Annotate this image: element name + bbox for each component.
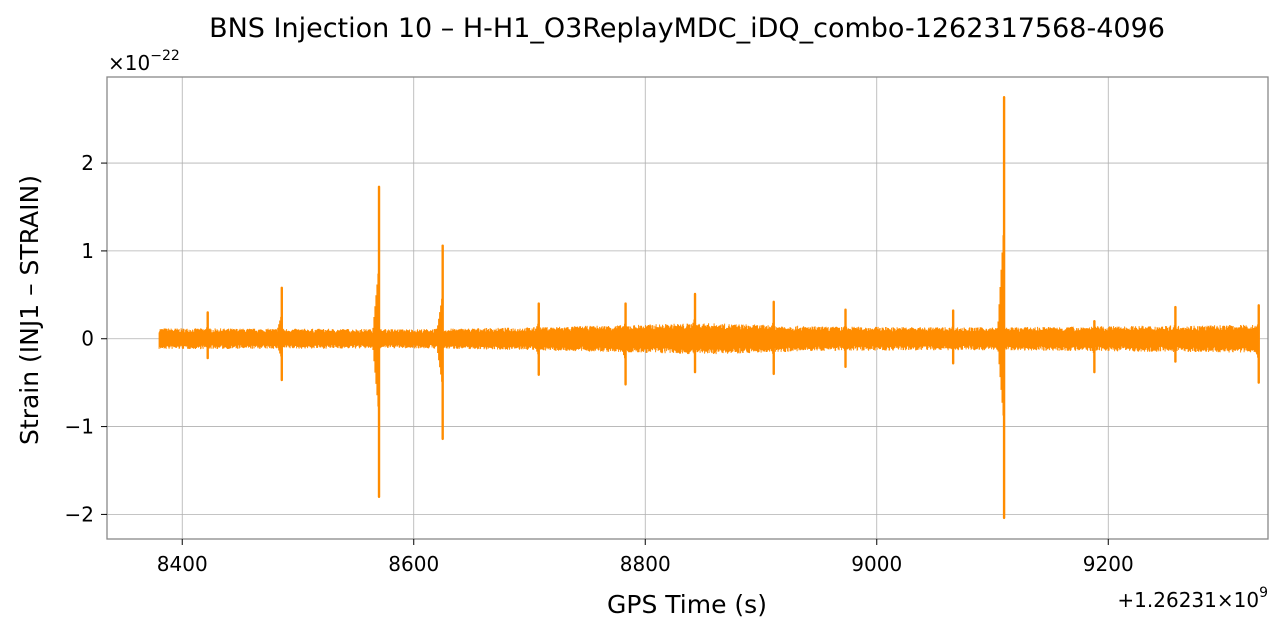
strain-spike-ringdown bbox=[201, 327, 208, 347]
grid bbox=[107, 77, 1268, 539]
strain-spike-ringdown bbox=[688, 319, 695, 353]
strain-spike-ringdown bbox=[275, 316, 282, 357]
y-tick-label: −2 bbox=[65, 502, 94, 526]
strain-spike-ringdown bbox=[946, 326, 953, 350]
y-tick-label: 2 bbox=[81, 151, 94, 175]
y-scale-base: ×10 bbox=[108, 51, 150, 75]
strain-spike-ringdown bbox=[767, 322, 774, 354]
y-scale-label: ×10−22 bbox=[108, 48, 180, 75]
x-tick-label: 8600 bbox=[388, 552, 439, 576]
y-tick-label: −1 bbox=[65, 415, 94, 439]
x-offset-exponent: 9 bbox=[1259, 585, 1268, 601]
axes-frame bbox=[106, 76, 1269, 540]
x-offset-label: +1.26231×109 bbox=[1117, 585, 1268, 612]
x-tick-label: 8800 bbox=[620, 552, 671, 576]
y-scale-exponent: −22 bbox=[150, 48, 180, 64]
x-tick-label: 9000 bbox=[851, 552, 902, 576]
plot-area bbox=[158, 96, 1260, 520]
x-axis-label: GPS Time (s) bbox=[607, 590, 767, 619]
ticks: 8400 8600 8800 9000 9200 −2 −1 0 1 2 bbox=[65, 151, 1134, 576]
chart-title: BNS Injection 10 – H-H1_O3ReplayMDC_iDQ_… bbox=[209, 13, 1165, 44]
y-tick-label: 0 bbox=[81, 327, 94, 351]
strain-spike-ringdown bbox=[1087, 331, 1094, 353]
strain-spike-ringdown bbox=[997, 235, 1004, 416]
strain-spike-ringdown bbox=[1168, 325, 1175, 349]
y-axis-label: Strain (INJ1 – STRAIN) bbox=[15, 175, 44, 445]
x-tick-label: 9200 bbox=[1083, 552, 1134, 576]
strain-spike-ringdown bbox=[372, 273, 379, 407]
x-tick-label: 8400 bbox=[157, 552, 208, 576]
strain-spike-ringdown bbox=[838, 326, 846, 351]
strain-spike-ringdown bbox=[1252, 324, 1259, 358]
strain-spike-ringdown bbox=[436, 298, 443, 382]
y-tick-label: 1 bbox=[81, 239, 94, 263]
strain-spike-ringdown bbox=[532, 323, 539, 355]
x-offset-base: +1.26231×10 bbox=[1117, 588, 1259, 612]
strain-spike-ringdown bbox=[619, 323, 626, 359]
